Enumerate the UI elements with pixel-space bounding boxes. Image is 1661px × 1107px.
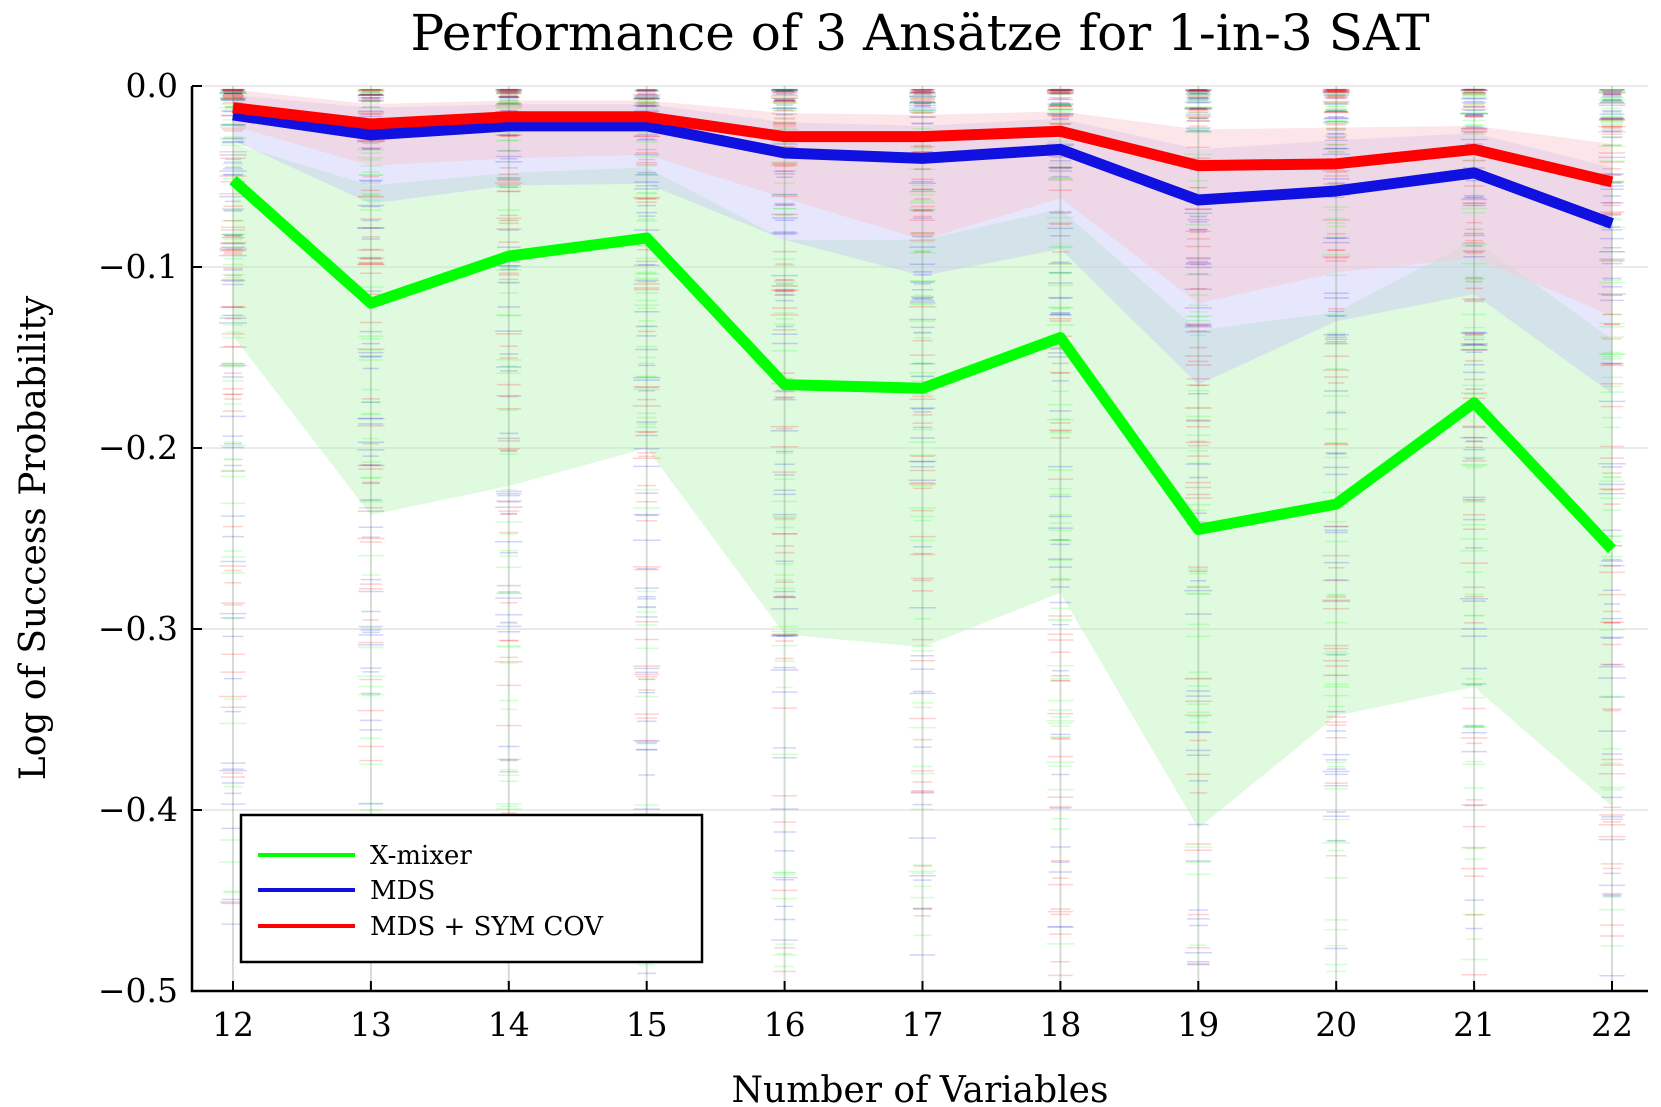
- y-tick-label: −0.3: [98, 609, 178, 648]
- y-tick-label: −0.5: [98, 971, 178, 1010]
- x-tick-label: 13: [350, 1005, 392, 1044]
- x-tick-label: 16: [764, 1005, 806, 1044]
- x-tick-label: 22: [1591, 1005, 1633, 1044]
- x-tick-label: 19: [1177, 1005, 1219, 1044]
- band-mds-sym-cov: [233, 89, 1612, 316]
- band-x-mixer: [233, 143, 1612, 829]
- y-tick-label: −0.4: [98, 790, 178, 829]
- x-tick-label: 12: [212, 1005, 254, 1044]
- legend-label-x-mixer: X-mixer: [370, 841, 472, 871]
- y-tick-label: 0.0: [126, 66, 178, 105]
- x-ticks: 12 13 14 15 16 17 18 19 20 21 22: [212, 981, 1633, 1044]
- x-tick-label: 17: [902, 1005, 944, 1044]
- series-line-x-mixer: [229, 176, 1617, 554]
- y-tick-label: −0.1: [98, 247, 178, 286]
- legend: X-mixer MDS MDS + SYM COV: [239, 813, 704, 964]
- x-tick-label: 15: [626, 1005, 668, 1044]
- legend-label-mds-sym-cov: MDS + SYM COV: [370, 912, 604, 942]
- y-ticks: 0.0 −0.1 −0.2 −0.3 −0.4 −0.5: [98, 66, 202, 1010]
- y-axis-label: Log of Success Probability: [13, 295, 54, 780]
- y-tick-label: −0.2: [98, 428, 178, 467]
- x-tick-label: 20: [1315, 1005, 1357, 1044]
- x-tick-label: 21: [1453, 1005, 1495, 1044]
- series-line-mds-sym-cov: [232, 102, 1614, 188]
- series-lines: [229, 102, 1617, 554]
- series-line-mds: [232, 109, 1614, 229]
- legend-label-mds: MDS: [370, 876, 435, 906]
- x-tick-label: 18: [1039, 1005, 1081, 1044]
- x-tick-label: 14: [488, 1005, 530, 1044]
- chart-title: Performance of 3 Ansätze for 1-in-3 SAT: [410, 4, 1429, 62]
- x-axis-label: Number of Variables: [732, 1070, 1109, 1107]
